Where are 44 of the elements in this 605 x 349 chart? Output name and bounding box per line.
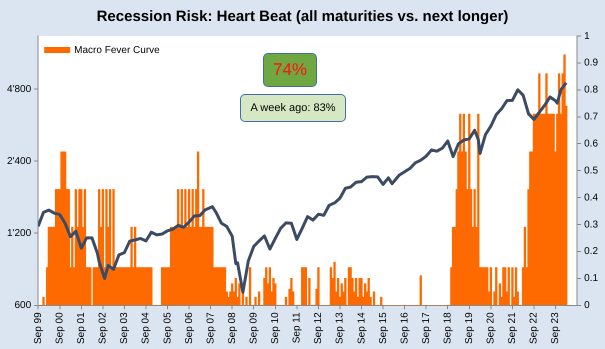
x-tick-label: Sep 11 [292,312,303,344]
x-tick-label: Sep 02 [98,312,109,344]
y2-tick-label: 0.4 [584,192,598,204]
x-tick-label: Sep 13 [334,312,346,344]
x-tick-label: Sep 23 [550,312,562,344]
x-tick-label: Sep 20 [486,312,497,344]
y2-tick-label: 0.2 [584,246,598,258]
annotation: A week ago: 83% [240,94,346,122]
x-tick-label: Sep 07 [205,312,216,344]
x-tick-label: Sep 15 [378,312,389,344]
x-tick-label: Sep 08 [226,312,238,344]
y2-tick-label: 0.8 [584,84,598,96]
x-tick-label: Sep 05 [162,312,174,344]
x-tick-label: Sep 10 [270,312,282,344]
x-tick-label: Sep 21 [507,312,518,344]
x-tick-label: Sep 06 [184,312,195,344]
x-tick-label: Sep 01 [76,312,88,344]
x-tick-label: Sep 99 [32,312,44,344]
x-tick-label: Sep 17 [420,312,432,344]
y-tick-label: 2'400 [7,156,32,167]
x-tick-label: Sep 12 [313,312,324,344]
y2-tick-label: 0.6 [584,138,598,150]
x-tick-label: Sep 22 [528,312,540,344]
y2-tick-label: 1 [584,30,590,42]
x-tick-label: Sep 16 [399,312,410,344]
y2-tick-label: 0.5 [584,165,598,176]
y2-tick-label: 0.9 [584,58,598,69]
x-tick-label: Sep 09 [248,312,260,344]
y2-tick-label: 0.3 [584,219,598,230]
x-tick-label: Sep 04 [140,312,152,344]
x-tick-label: Sep 14 [356,312,368,344]
y-tick-label: 1'200 [7,228,32,239]
y-tick-label: 4'800 [7,84,32,95]
y-tick-label: 600 [14,300,32,312]
legend-label: Macro Fever Curve [74,44,160,56]
x-tick-label: Sep 00 [54,312,66,344]
y2-tick-label: 0.1 [584,273,598,284]
chart-title: Recession Risk: Heart Beat (all maturities vs. next longer) [96,8,508,26]
x-tick-label: Sep 03 [119,312,130,344]
annotation: 74% [263,53,317,87]
x-tick-label: Sep 19 [464,312,476,344]
y2-tick-label: 0 [584,300,590,312]
x-tick-label: Sep 18 [442,312,454,344]
y2-tick-label: 0.7 [584,112,598,123]
